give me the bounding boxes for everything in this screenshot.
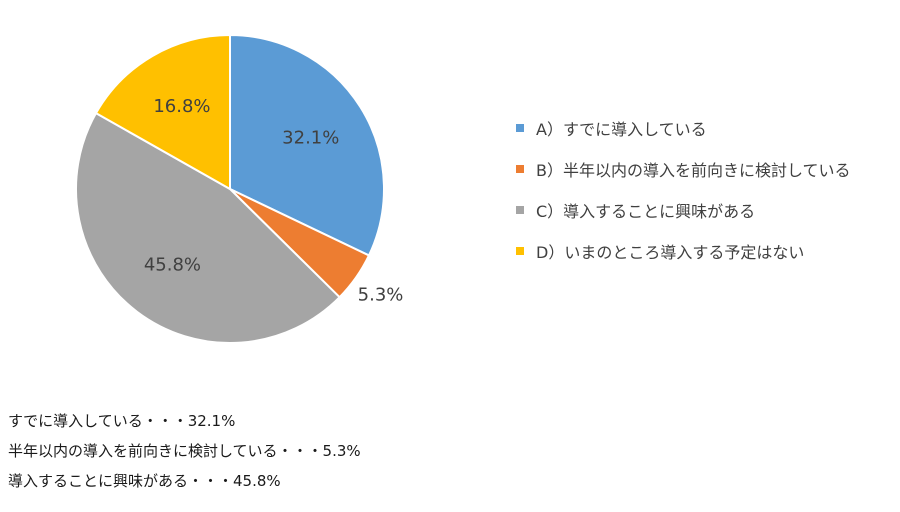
pie-slice-d [94,33,231,191]
chart-legend: A）すでに導入している B）半年以内の導入を前向きに検討している C）導入するこ… [516,118,900,282]
legend-swatch-a [516,124,524,132]
legend-label-b: B）半年以内の導入を前向きに検討している [536,161,851,180]
legend-item-c: C）導入することに興味がある [516,200,900,221]
legend-item-b: B）半年以内の導入を前向きに検討している [516,159,900,180]
legend-item-a: A）すでに導入している [516,118,900,139]
legend-swatch-c [516,206,524,214]
legend-label-d: D）いまのところ導入する予定はない [536,243,805,262]
summary-line-3: 導入することに興味がある・・・45.8% [8,472,281,490]
pie-slice-c [75,111,341,344]
legend-swatch-d [516,247,524,255]
pie-chart: 32.1% 5.3% 45.8% 16.8% [75,33,404,344]
legend-swatch-b [516,165,524,173]
legend-label-c: C）導入することに興味がある [536,202,756,221]
data-label-d: 16.8% [153,96,210,117]
data-label-a: 32.1% [282,128,339,149]
legend-label-a: A）すでに導入している [536,120,707,139]
data-label-b: 5.3% [358,284,404,305]
legend-item-d: D）いまのところ導入する予定はない [516,241,900,262]
summary-line-2: 半年以内の導入を前向きに検討している・・・5.3% [8,442,361,460]
data-label-c: 45.8% [144,255,201,276]
summary-text: すでに導入している・・・32.1% 半年以内の導入を前向きに検討している・・・5… [8,406,361,496]
pie-slice-a [229,33,385,257]
summary-line-1: すでに導入している・・・32.1% [8,412,236,430]
